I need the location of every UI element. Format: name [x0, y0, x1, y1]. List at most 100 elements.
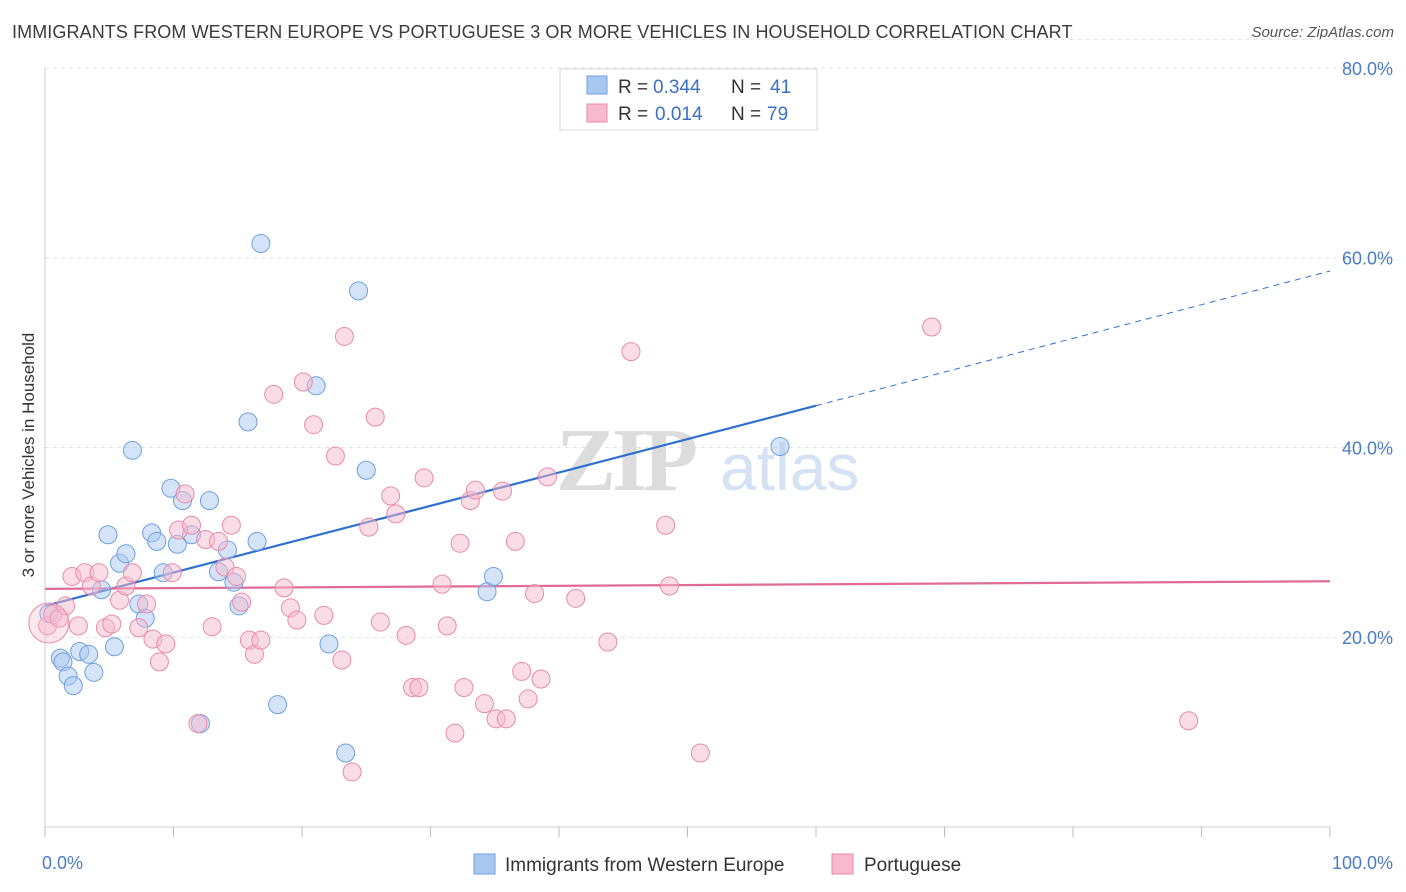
y-axis-label: 3 or more Vehicles in Household — [19, 333, 38, 578]
point-western-europe — [199, 491, 219, 511]
point-portuguese — [1179, 711, 1199, 731]
point-portuguese — [102, 614, 122, 634]
point-portuguese — [496, 709, 516, 729]
point-portuguese — [342, 762, 362, 782]
point-portuguese — [181, 515, 201, 535]
point-western-europe — [79, 644, 99, 664]
point-portuguese — [409, 678, 429, 698]
point-portuguese — [325, 446, 345, 466]
watermark-zip: ZIP — [556, 411, 696, 510]
point-portuguese — [537, 467, 557, 487]
point-portuguese — [304, 415, 324, 435]
point-portuguese — [293, 372, 313, 392]
series-legend: Immigrants from Western Europe Portugues… — [473, 853, 961, 876]
point-portuguese — [386, 504, 406, 524]
series-legend-label-pink: Portuguese — [864, 855, 961, 876]
y-tick-label-80: 80.0% — [1342, 59, 1393, 79]
point-portuguese — [208, 531, 228, 551]
point-cluster-origin — [28, 602, 70, 644]
point-western-europe — [147, 531, 167, 551]
point-portuguese — [274, 578, 294, 598]
point-portuguese — [922, 317, 942, 337]
point-portuguese — [566, 588, 586, 608]
point-western-europe — [268, 695, 288, 715]
chart-title: IMMIGRANTS FROM WESTERN EUROPE VS PORTUG… — [12, 22, 1073, 42]
legend-n-value-blue: 41 — [770, 77, 791, 98]
correlation-legend: R = 0.344 N = 41 R = 0.014 N = 79 — [559, 68, 818, 131]
point-western-europe — [349, 281, 369, 301]
legend-r-value-pink: 0.014 — [655, 104, 703, 125]
point-portuguese — [474, 694, 494, 714]
point-portuguese — [656, 515, 676, 535]
point-portuguese — [690, 743, 710, 763]
series-legend-swatch-blue — [473, 853, 496, 875]
legend-r-label-blue: R = — [618, 77, 648, 98]
point-portuguese — [359, 517, 379, 537]
point-portuguese — [465, 480, 485, 500]
x-tick-labels: 0.0% 100.0% — [42, 853, 1393, 873]
point-portuguese — [264, 384, 284, 404]
x-tick-label-max: 100.0% — [1332, 853, 1393, 873]
trend-lines — [44, 270, 1331, 607]
point-portuguese — [525, 584, 545, 604]
trend-line-western-europe-extension — [815, 270, 1331, 407]
legend-r-label-pink: R = — [618, 104, 648, 125]
point-portuguese — [56, 596, 76, 616]
x-tick-label-min: 0.0% — [42, 853, 83, 873]
source-label: Source: ZipAtlas.com — [1251, 24, 1394, 41]
point-western-europe — [98, 525, 118, 545]
point-portuguese — [381, 486, 401, 506]
point-western-europe — [104, 637, 124, 657]
gridlines — [45, 38, 1392, 638]
legend-swatch-pink — [586, 103, 608, 123]
point-western-europe — [247, 531, 267, 551]
point-portuguese — [232, 592, 252, 612]
point-portuguese — [129, 618, 149, 638]
point-portuguese — [621, 342, 641, 362]
point-portuguese — [149, 652, 169, 672]
point-portuguese — [68, 616, 88, 636]
point-portuguese — [287, 610, 307, 630]
point-portuguese — [454, 678, 474, 698]
legend-swatch-blue — [586, 75, 608, 95]
y-tick-labels: 20.0% 40.0% 60.0% 80.0% — [1342, 59, 1393, 648]
point-portuguese — [314, 605, 334, 625]
point-portuguese — [332, 650, 352, 670]
point-portuguese — [370, 612, 390, 632]
legend-n-label-pink: N = — [731, 104, 761, 125]
legend-n-value-pink: 79 — [767, 104, 788, 125]
legend-n-label-blue: N = — [731, 77, 761, 98]
point-portuguese — [505, 531, 525, 551]
y-tick-label-60: 60.0% — [1342, 249, 1393, 269]
point-portuguese — [251, 630, 271, 650]
point-portuguese — [365, 407, 385, 427]
point-portuguese — [432, 574, 452, 594]
series-legend-label-blue: Immigrants from Western Europe — [505, 855, 784, 876]
point-portuguese — [492, 481, 512, 501]
point-western-europe — [319, 634, 339, 654]
point-western-europe — [336, 743, 356, 763]
point-portuguese — [598, 632, 618, 652]
point-portuguese — [512, 661, 532, 681]
point-portuguese — [156, 634, 176, 654]
y-tick-label-40: 40.0% — [1342, 438, 1393, 458]
point-portuguese — [445, 723, 465, 743]
point-western-europe — [116, 544, 136, 564]
point-portuguese — [450, 533, 470, 553]
series-legend-swatch-pink — [831, 853, 854, 875]
point-portuguese — [531, 669, 551, 689]
watermark-atlas: atlas — [720, 430, 859, 504]
point-portuguese — [221, 515, 241, 535]
point-portuguese — [122, 563, 142, 583]
point-western-europe — [483, 567, 503, 587]
point-portuguese — [660, 576, 680, 596]
point-portuguese — [137, 594, 157, 614]
trend-line-portuguese — [44, 580, 1331, 590]
axes — [44, 68, 1331, 837]
point-western-europe — [356, 460, 376, 480]
point-portuguese — [518, 689, 538, 709]
point-western-europe — [122, 440, 142, 460]
point-portuguese — [437, 616, 457, 636]
point-western-europe — [238, 412, 258, 432]
